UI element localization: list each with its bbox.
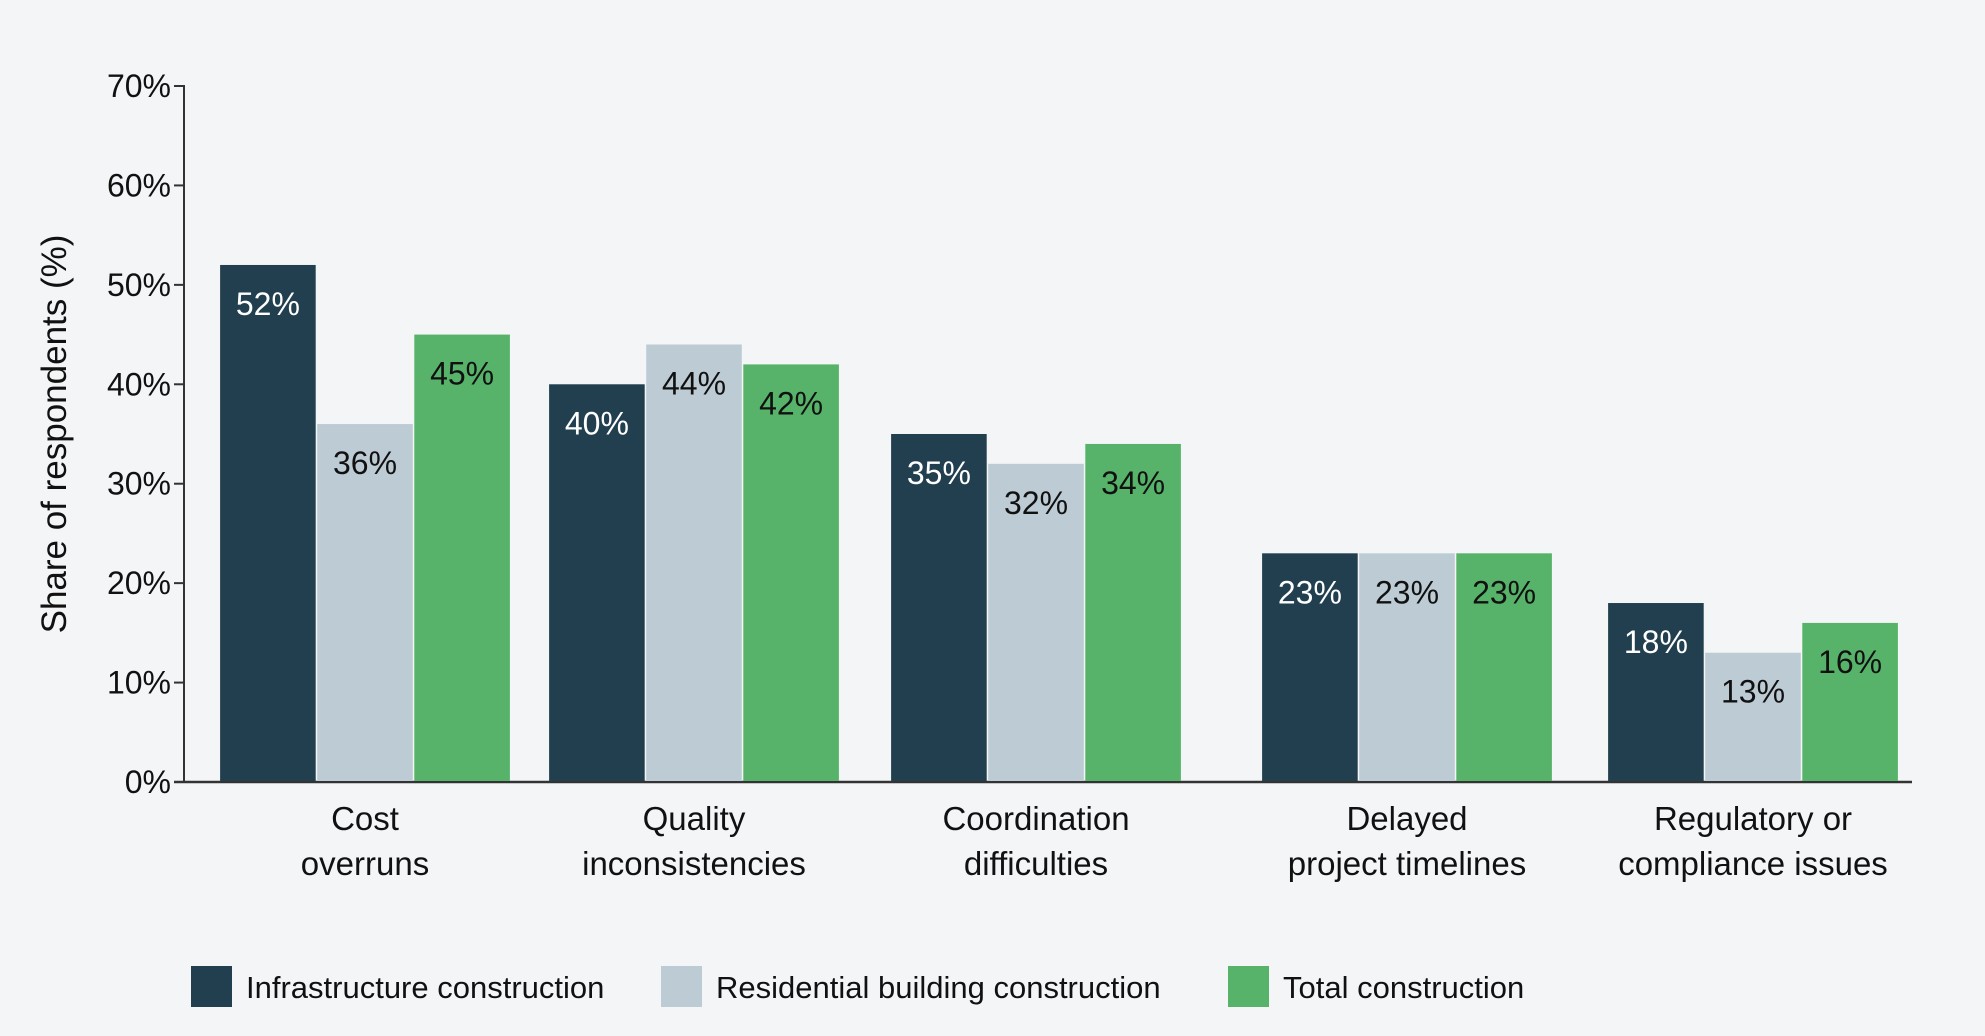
x-tick-label: Cost bbox=[331, 800, 399, 837]
data-label: 23% bbox=[1278, 574, 1342, 610]
bar bbox=[414, 334, 510, 781]
data-label: 16% bbox=[1818, 644, 1882, 680]
y-tick-label: 60% bbox=[107, 167, 171, 203]
bar bbox=[549, 384, 645, 781]
x-tick-label: Coordination bbox=[942, 800, 1129, 837]
y-tick-label: 30% bbox=[107, 466, 171, 502]
legend-label: Total construction bbox=[1283, 970, 1524, 1005]
bar bbox=[1802, 622, 1898, 781]
y-tick-label: 0% bbox=[125, 764, 171, 800]
x-axis-labels: Cost overruns Quality inconsistencies Coordi… bbox=[301, 800, 1888, 882]
data-label: 45% bbox=[430, 356, 494, 392]
bar bbox=[891, 434, 987, 781]
legend-label: Residential building construction bbox=[716, 970, 1161, 1005]
y-tick-label: 50% bbox=[107, 267, 171, 303]
data-label: 42% bbox=[759, 385, 823, 421]
legend-swatch bbox=[1228, 966, 1269, 1007]
data-label: 36% bbox=[333, 445, 397, 481]
bar bbox=[1262, 553, 1358, 781]
x-tick-label: Regulatory or bbox=[1654, 800, 1852, 837]
legend-swatch bbox=[191, 966, 232, 1007]
y-tick-label: 20% bbox=[107, 565, 171, 601]
data-label: 23% bbox=[1472, 574, 1536, 610]
data-label: 23% bbox=[1375, 574, 1439, 610]
data-label: 13% bbox=[1721, 674, 1785, 710]
legend-label: Infrastructure construction bbox=[246, 970, 604, 1005]
legend: Infrastructure construction Residential b… bbox=[191, 966, 1524, 1007]
x-tick-label: overruns bbox=[301, 845, 429, 882]
y-axis: 0% 10% 20% 30% 40% 50% 60% 70% bbox=[107, 68, 1912, 800]
data-label: 40% bbox=[565, 405, 629, 441]
x-tick-label: project timelines bbox=[1288, 845, 1526, 882]
y-tick-label: 10% bbox=[107, 665, 171, 701]
legend-swatch bbox=[661, 966, 702, 1007]
data-label: 18% bbox=[1624, 624, 1688, 660]
bar bbox=[646, 344, 742, 781]
bar bbox=[1705, 652, 1801, 781]
x-tick-label: inconsistencies bbox=[582, 845, 806, 882]
y-tick-label: 70% bbox=[107, 68, 171, 104]
x-tick-label: Delayed bbox=[1346, 800, 1467, 837]
bar bbox=[743, 364, 839, 781]
data-label: 52% bbox=[236, 286, 300, 322]
bar bbox=[1608, 603, 1704, 781]
bar bbox=[1359, 553, 1455, 781]
bar bbox=[1085, 443, 1181, 781]
bar bbox=[220, 264, 316, 781]
x-tick-label: Quality bbox=[643, 800, 746, 837]
data-label: 44% bbox=[662, 366, 726, 402]
bar bbox=[1456, 553, 1552, 781]
y-axis-label: Share of respondents (%) bbox=[35, 235, 74, 634]
x-tick-label: compliance issues bbox=[1618, 845, 1888, 882]
data-label: 34% bbox=[1101, 465, 1165, 501]
bars: 52% 36% 45% 40% 44% 42% 35% 32% 34% 23% 23% 23% 18% 1… bbox=[220, 264, 1898, 781]
data-label: 35% bbox=[907, 455, 971, 491]
x-tick-label: difficulties bbox=[964, 845, 1108, 882]
bar bbox=[317, 424, 413, 781]
data-label: 32% bbox=[1004, 485, 1068, 521]
y-tick-label: 40% bbox=[107, 366, 171, 402]
bar bbox=[988, 463, 1084, 781]
